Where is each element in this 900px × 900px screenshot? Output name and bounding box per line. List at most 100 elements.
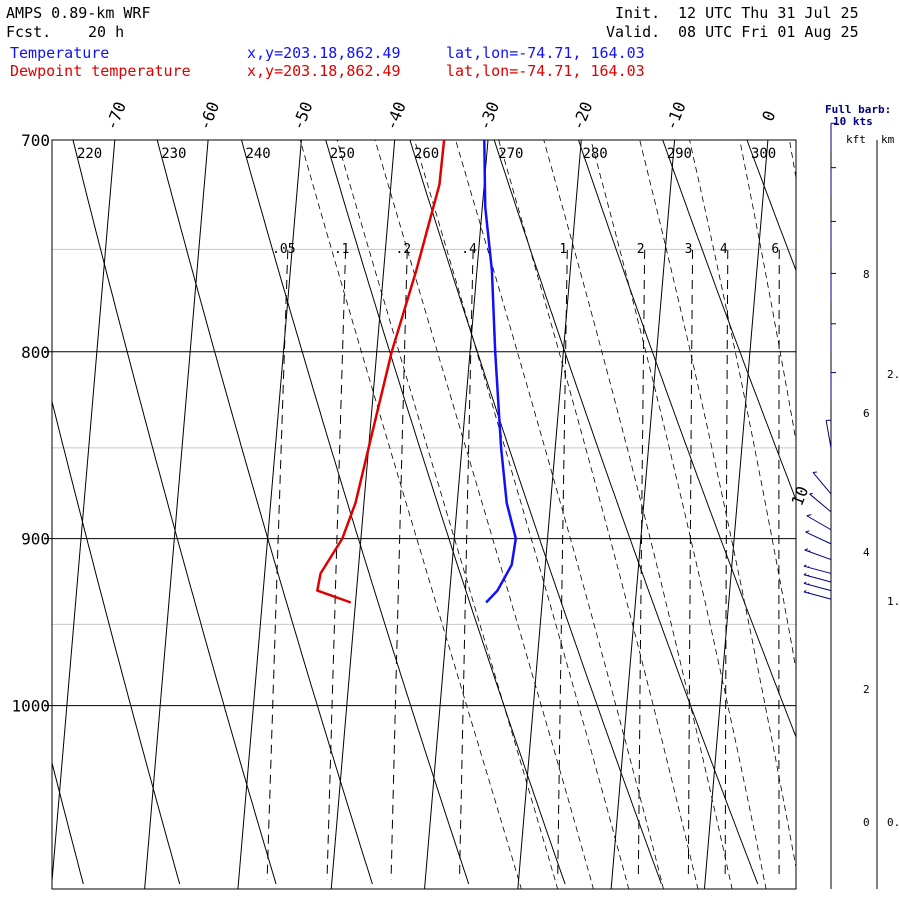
wind-barb <box>809 492 832 513</box>
dry-adiabat-line <box>831 140 900 884</box>
dry-adiabat-label: 240 <box>245 146 270 162</box>
kft-tick-6: 6 <box>863 407 870 420</box>
dry-adiabat-label: 290 <box>667 146 692 162</box>
isotherm-line <box>330 140 396 889</box>
isotherm-line <box>703 140 769 889</box>
barb-scale-line1: Full barb: <box>825 103 891 116</box>
mixing-ratio-line <box>724 249 729 880</box>
isotherm-line <box>891 140 900 889</box>
wind-barb <box>803 590 832 600</box>
moist-adiabat-line <box>455 140 664 889</box>
dry-adiabat-line <box>241 140 470 885</box>
moist-adiabat-line <box>299 140 522 889</box>
legend-dewpoint-latlon: lat,lon=-74.71, 164.03 <box>446 62 645 80</box>
dry-adiabat-label: 300 <box>751 146 776 162</box>
wind-barb <box>805 530 832 545</box>
moist-adiabat-line <box>883 117 900 899</box>
km-tick-0: 0. <box>887 816 900 829</box>
plot-frame <box>51 139 797 890</box>
mixing-ratio-label: .1 <box>334 242 350 257</box>
forecast-label: Fcst. <box>6 23 52 41</box>
wind-barb-flag <box>809 492 813 495</box>
moist-adiabat-line <box>374 140 594 889</box>
mixing-ratio-label: 4 <box>720 242 728 257</box>
moist-adiabat-line <box>639 140 796 870</box>
mixing-ratio-label: 6 <box>771 242 779 257</box>
mixing-ratio-line <box>390 249 408 881</box>
mixing-ratio-label: .05 <box>272 242 295 257</box>
mixing-ratio-lines <box>266 249 780 881</box>
wind-barb <box>830 323 836 352</box>
kft-tick-0: 0 <box>863 816 870 829</box>
wind-barb-flag <box>806 514 812 517</box>
isotherm-tick-label: -10 <box>661 99 689 133</box>
moist-adiabats <box>299 117 900 899</box>
dry-adiabat-label: 230 <box>161 146 186 162</box>
isotherm-tick-label: -70 <box>101 99 129 133</box>
wind-barb-flag <box>804 548 808 551</box>
wind-barb-staff <box>812 472 832 495</box>
dry-adiabat-line <box>662 140 796 502</box>
isotherm-tick-label: -30 <box>475 99 503 133</box>
mixing-ratio-label: .4 <box>461 242 477 257</box>
wind-barb-staff <box>825 420 832 449</box>
pressure-tick-label: 900 <box>21 530 50 549</box>
km-tick-1: 1. <box>887 595 900 608</box>
height-axis-panel: Full barb: 10 kts kft km 8 6 4 2 0 2. 1.… <box>803 103 900 889</box>
mixing-ratio-label: .2 <box>395 242 411 257</box>
dry-adiabat-label: 280 <box>582 146 607 162</box>
barb-scale-line2: 10 kts <box>833 115 873 128</box>
isotherm-tick-label: -40 <box>381 99 409 133</box>
moist-adiabat-line <box>739 140 796 444</box>
wind-barb-flag <box>805 530 810 533</box>
pressure-tick-label: 800 <box>21 343 50 362</box>
mixing-ratio-line <box>326 249 347 881</box>
isotherms <box>0 140 900 889</box>
pressure-tick-label: 700 <box>21 131 50 150</box>
wind-barb-flag <box>803 564 807 567</box>
dewpoint-profile-line <box>316 140 446 604</box>
isotherm-line <box>0 140 22 889</box>
wind-barb-flag <box>807 583 810 585</box>
dry-adiabat-label: 260 <box>414 146 439 162</box>
moist-adiabat-line <box>689 140 796 671</box>
mixing-ratio-line <box>266 249 289 881</box>
valid-time: 08 UTC Fri 01 Aug 25 <box>678 23 859 41</box>
dry-adiabat-line <box>52 760 84 885</box>
mixing-ratio-label: 1 <box>559 242 567 257</box>
isotherm-tick-label: -50 <box>288 99 316 133</box>
wind-barb <box>830 122 836 152</box>
wind-barb <box>830 220 836 250</box>
pressure-tick-label: 1000 <box>11 697 50 716</box>
wind-barb-flag <box>803 590 807 593</box>
wind-barb <box>806 514 832 531</box>
legend-dewpoint-xy: x,y=203.18,862.49 <box>247 62 401 80</box>
legend-temperature: Temperature <box>10 44 110 62</box>
dry-adiabat-line <box>493 140 759 885</box>
isotherm-line <box>144 140 209 889</box>
temperature-profile-line <box>483 140 518 604</box>
isotherm-tick-label: 0 <box>758 108 779 124</box>
kft-tick-2: 2 <box>863 683 870 696</box>
wind-barb <box>803 564 832 574</box>
isotherm-line <box>610 140 676 889</box>
dry-adiabat-line <box>578 140 796 739</box>
wind-barb-flag <box>803 573 807 576</box>
valid-label: Valid. <box>606 23 661 41</box>
dry-adiabat-label: 270 <box>498 146 523 162</box>
isotherm-line <box>52 140 116 887</box>
forecast-hour: 20 h <box>88 23 125 41</box>
minor-pressure-grid <box>52 248 796 625</box>
legend-temperature-latlon: lat,lon=-74.71, 164.03 <box>446 44 645 62</box>
mixing-ratio-label: 3 <box>685 242 693 257</box>
wind-barb-staff <box>805 531 832 545</box>
wind-barb-flag <box>807 591 810 594</box>
wind-barb-flag <box>803 581 807 584</box>
km-tick-2: 2. <box>887 368 900 381</box>
wind-barb-staff <box>809 493 832 513</box>
isotherm-line <box>517 140 582 889</box>
kft-label: kft <box>846 133 866 146</box>
major-pressure-grid <box>44 351 796 707</box>
